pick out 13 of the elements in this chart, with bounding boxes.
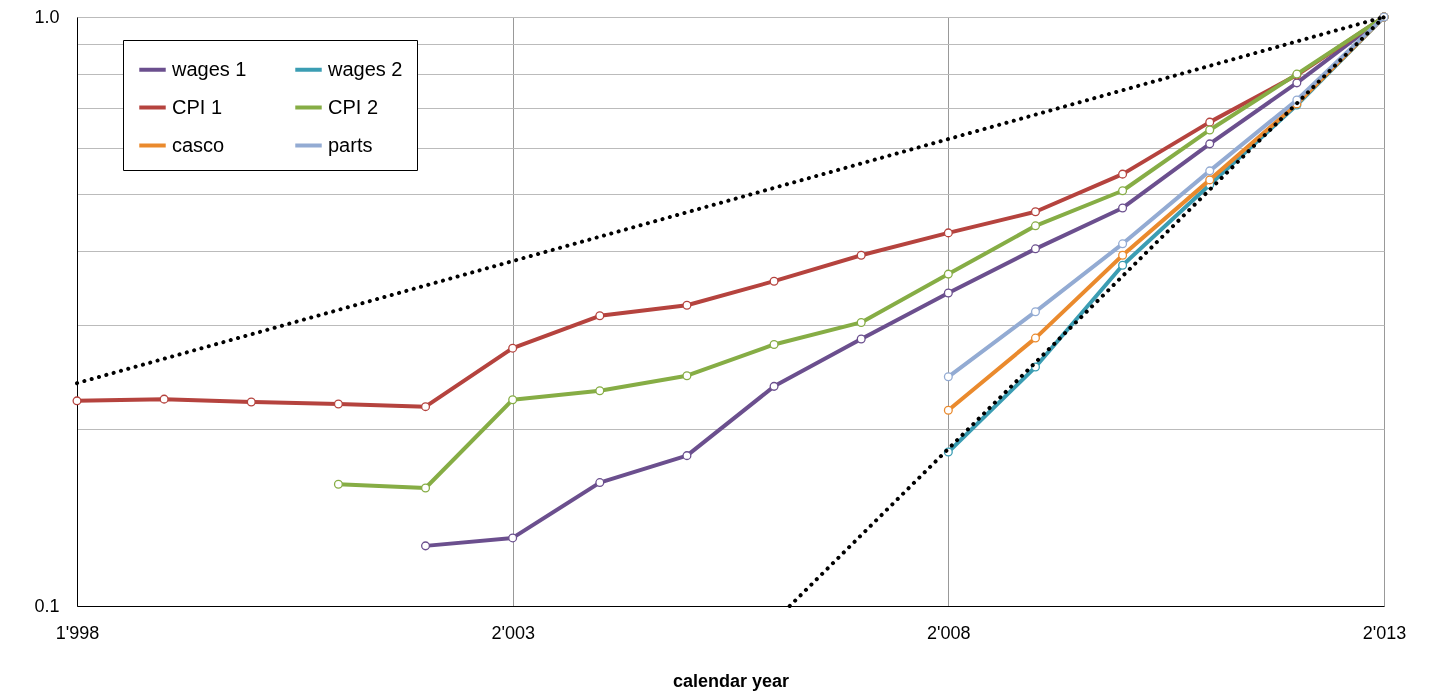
x-tick-label: 2'008 xyxy=(927,622,971,643)
legend-label: wages 1 xyxy=(171,57,247,80)
legend-label: CPI 2 xyxy=(328,95,379,118)
x-axis-title: calendar year xyxy=(672,670,790,691)
x-tick-label: 1'998 xyxy=(55,622,100,643)
legend-label: CPI 1 xyxy=(172,95,223,118)
y-tick-label: 0.1 xyxy=(34,595,60,616)
x-tick-label: 2'003 xyxy=(491,622,535,643)
legend-label: parts xyxy=(328,133,373,156)
legend-label: wages 2 xyxy=(327,57,403,80)
legend-label: casco xyxy=(172,133,225,156)
y-tick-label: 1.0 xyxy=(34,6,60,27)
x-tick-label: 2'013 xyxy=(1362,622,1407,643)
